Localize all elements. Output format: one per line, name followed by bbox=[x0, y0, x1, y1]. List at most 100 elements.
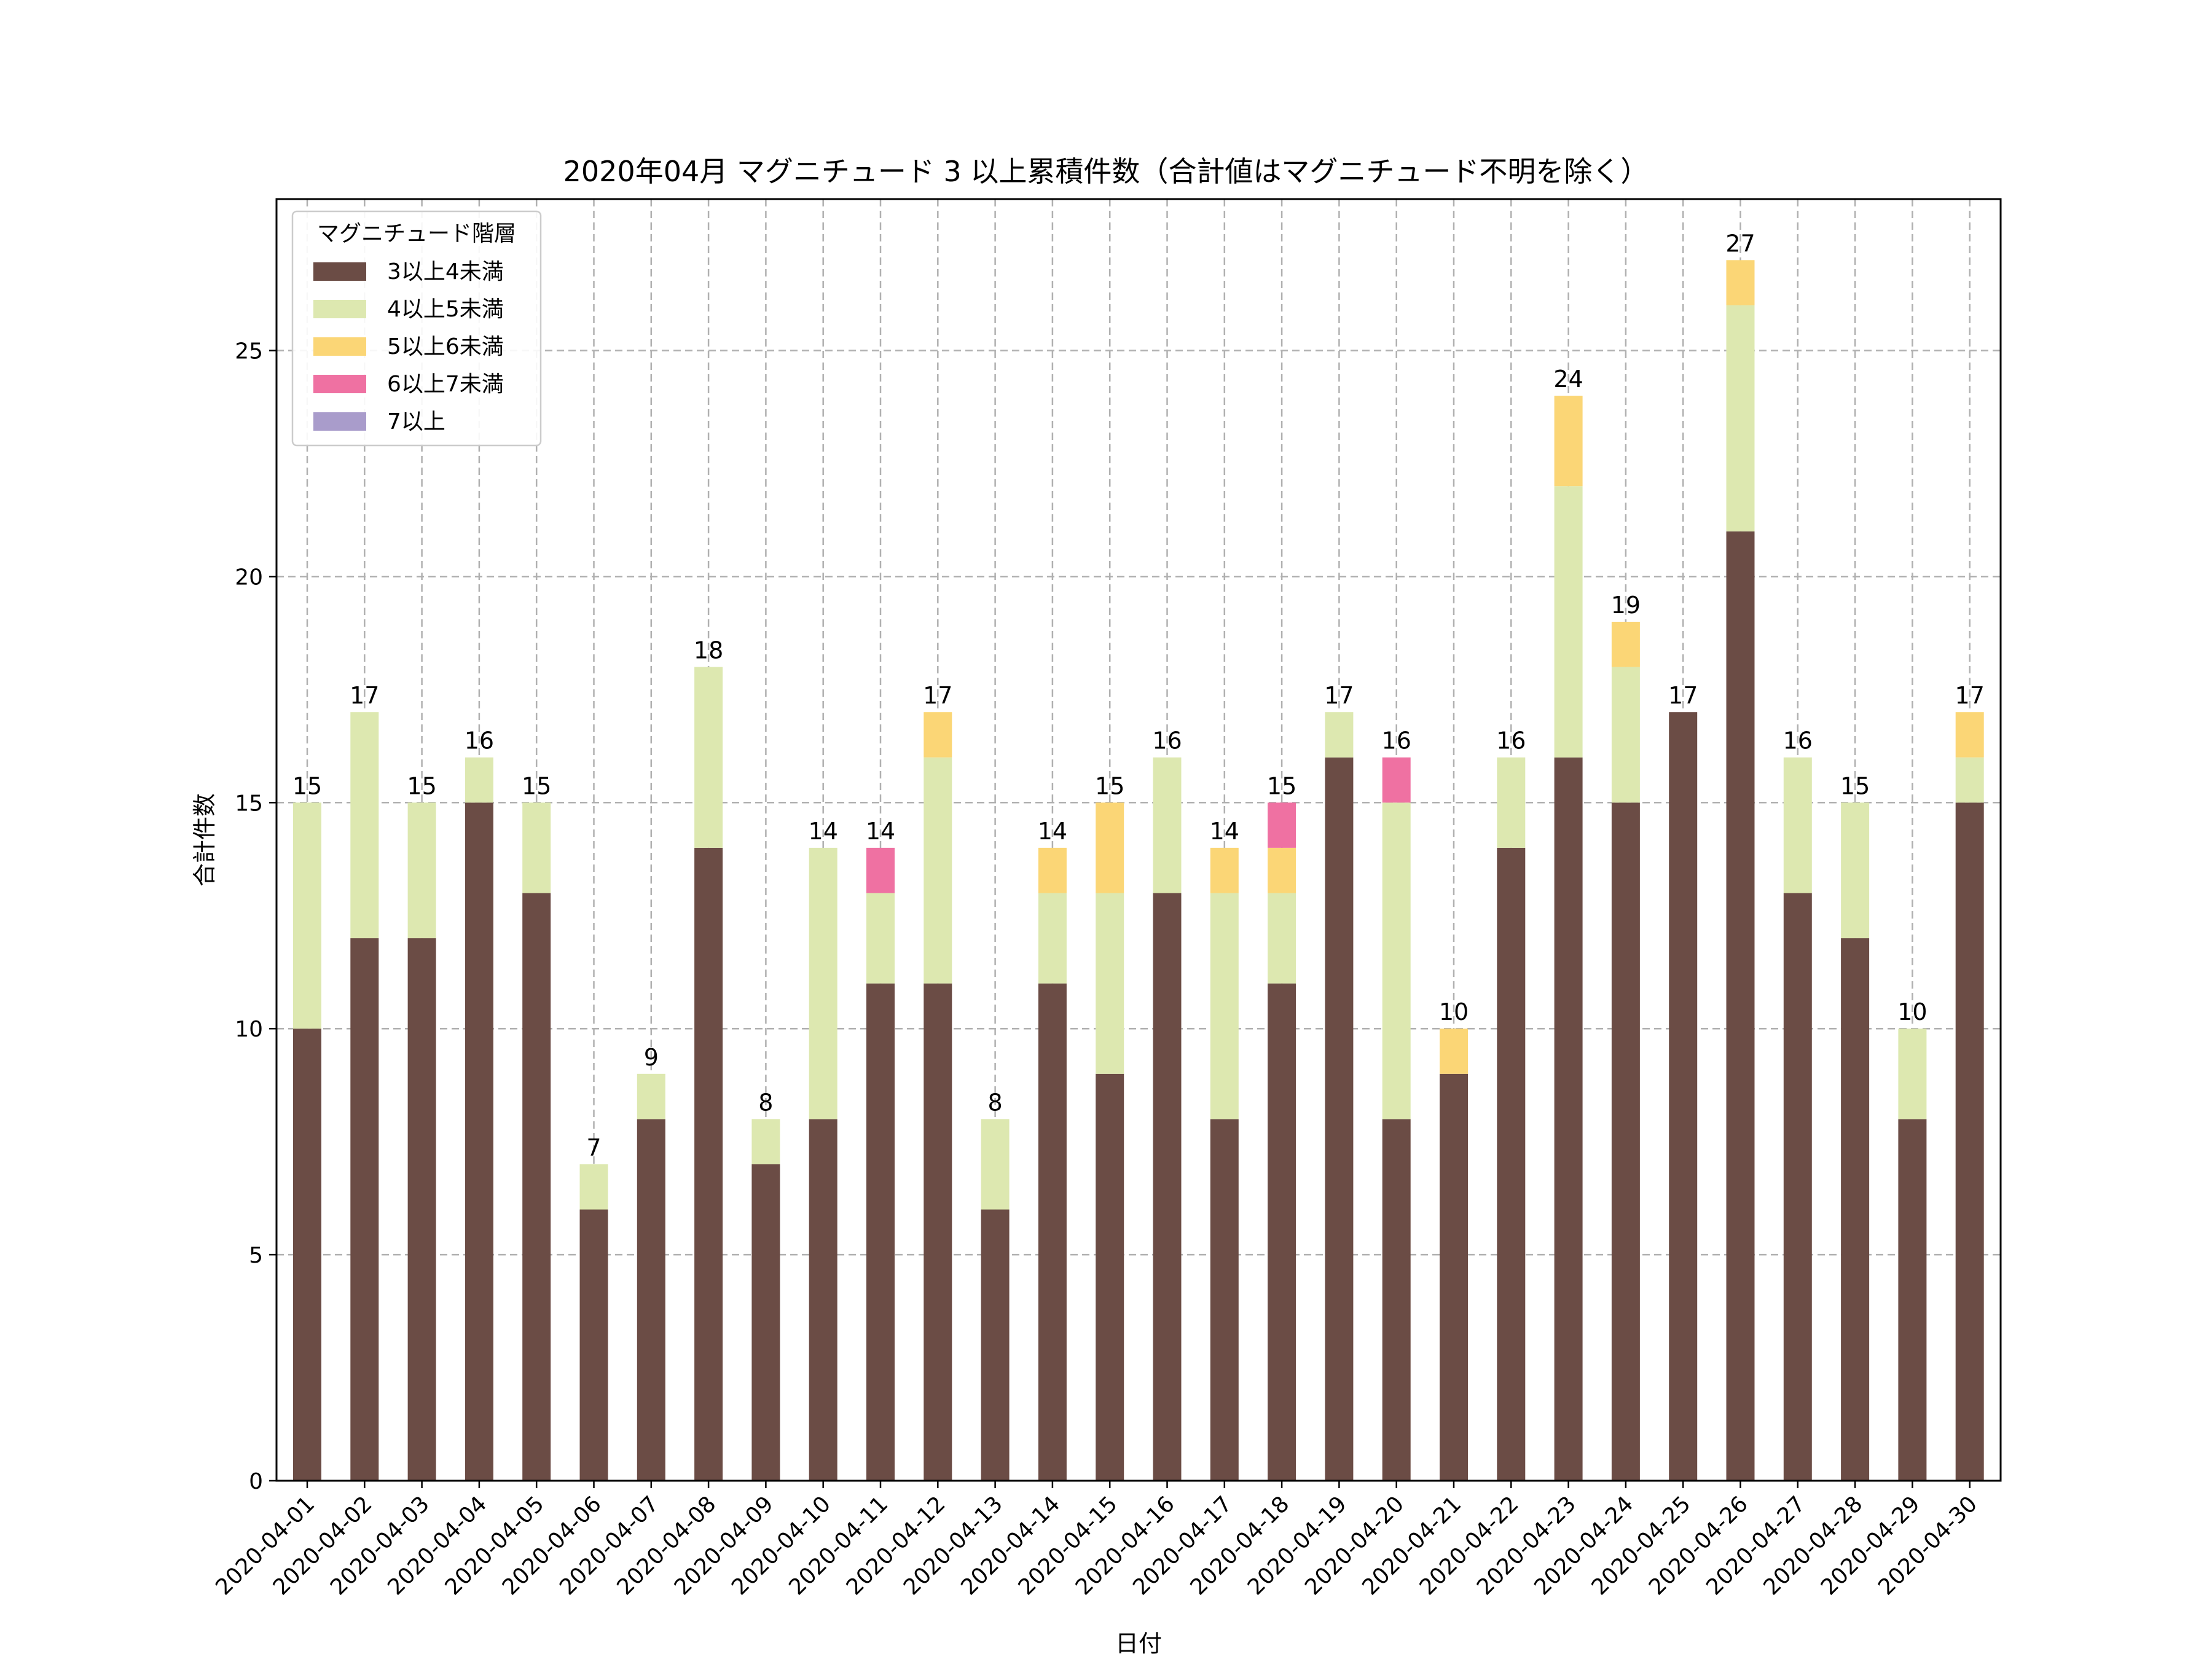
x-tick-label: 2020-04-18 bbox=[1186, 1491, 1295, 1600]
bar-total-label: 9 bbox=[644, 1044, 659, 1071]
legend-label: 7以上 bbox=[387, 409, 445, 434]
bar-segment bbox=[1210, 893, 1239, 1119]
bar-segment bbox=[522, 893, 551, 1481]
bar-segment bbox=[1382, 757, 1411, 803]
bar-segment bbox=[1554, 396, 1583, 487]
plot-frame bbox=[275, 198, 2002, 1482]
bar-total-label: 15 bbox=[1267, 772, 1296, 799]
bar-segment bbox=[522, 802, 551, 893]
x-axis-label: 日付 bbox=[1115, 1630, 1162, 1657]
y-tick-label: 15 bbox=[235, 791, 263, 816]
bar-segment bbox=[809, 847, 837, 1119]
bar-total-label: 17 bbox=[923, 682, 952, 709]
legend-swatch bbox=[313, 300, 366, 318]
bar-total-label: 17 bbox=[1668, 682, 1698, 709]
bar-segment bbox=[1382, 1119, 1411, 1481]
x-tick-label: 2020-04-22 bbox=[1415, 1491, 1524, 1600]
bar-total-label: 7 bbox=[586, 1134, 601, 1161]
legend-label: 6以上7未満 bbox=[387, 372, 504, 397]
bar-total-label: 15 bbox=[292, 772, 322, 799]
bar-total-label: 19 bbox=[1611, 592, 1641, 619]
bar-segment bbox=[1726, 260, 1755, 305]
x-tick-label: 2020-04-14 bbox=[956, 1491, 1065, 1600]
bar-segment bbox=[1153, 757, 1182, 893]
chart-title: 2020年04月 マグニチュード 3 以上累積件数（合計値はマグニチュード不明を… bbox=[563, 155, 1649, 188]
bar-total-label: 15 bbox=[1095, 772, 1124, 799]
bar-segment bbox=[694, 667, 723, 848]
x-tick-label: 2020-04-23 bbox=[1472, 1491, 1581, 1600]
bar-segment bbox=[1611, 802, 1640, 1481]
bar-segment bbox=[293, 802, 321, 1029]
x-tick-label: 2020-04-07 bbox=[555, 1491, 664, 1600]
bar-segment bbox=[1153, 893, 1182, 1481]
bar-total-label: 18 bbox=[694, 637, 723, 664]
x-tick-label: 2020-04-27 bbox=[1701, 1491, 1810, 1600]
legend-title: マグニチュード階層 bbox=[317, 221, 516, 246]
y-tick-label: 20 bbox=[235, 565, 263, 590]
x-tick-label: 2020-04-10 bbox=[727, 1491, 836, 1600]
bar-segment bbox=[981, 1119, 1010, 1210]
x-tick-label: 2020-04-06 bbox=[498, 1491, 606, 1600]
bar-segment bbox=[1096, 1073, 1124, 1481]
bar-segment bbox=[1497, 757, 1526, 848]
y-tick-label: 10 bbox=[235, 1017, 263, 1042]
x-tick-label: 2020-04-13 bbox=[899, 1491, 1008, 1600]
bar-total-label: 15 bbox=[522, 772, 551, 799]
bar-segment bbox=[1554, 757, 1583, 1481]
y-axis: 0 5 10 15 20 25 bbox=[235, 339, 276, 1494]
bar-segment bbox=[637, 1073, 665, 1119]
bar-total-label: 14 bbox=[866, 818, 895, 845]
bar-segment bbox=[1497, 847, 1526, 1481]
bar-segment bbox=[1783, 757, 1812, 893]
legend-label: 4以上5未満 bbox=[387, 297, 504, 322]
bar-segment bbox=[1268, 893, 1296, 984]
bar-total-label: 27 bbox=[1725, 230, 1755, 257]
x-tick-label: 2020-04-29 bbox=[1816, 1491, 1925, 1600]
bar-segment bbox=[1210, 847, 1239, 893]
x-tick-label: 2020-04-02 bbox=[269, 1491, 377, 1600]
bar-segment bbox=[866, 983, 895, 1481]
bar-segment bbox=[1038, 893, 1067, 984]
x-tick-label: 2020-04-09 bbox=[670, 1491, 779, 1600]
x-tick-label: 2020-04-05 bbox=[441, 1491, 549, 1600]
bars bbox=[293, 260, 1984, 1481]
bar-segment bbox=[1038, 847, 1067, 893]
x-tick-label: 2020-04-17 bbox=[1128, 1491, 1237, 1600]
bar-total-label: 10 bbox=[1439, 998, 1469, 1025]
y-axis-label: 合計件数 bbox=[191, 793, 218, 887]
x-tick-label: 2020-04-12 bbox=[842, 1491, 951, 1600]
bar-segment bbox=[637, 1119, 665, 1481]
bar-segment bbox=[1038, 983, 1067, 1481]
bar-total-label: 10 bbox=[1897, 998, 1927, 1025]
bar-segment bbox=[1268, 847, 1296, 893]
bar-segment bbox=[1210, 1119, 1239, 1481]
bar-segment bbox=[1955, 712, 1984, 758]
bar-total-label: 14 bbox=[809, 818, 838, 845]
bar-segment bbox=[1096, 802, 1124, 893]
bar-total-label: 16 bbox=[1783, 727, 1813, 755]
bar-segment bbox=[1726, 531, 1755, 1481]
bar-segment bbox=[1611, 621, 1640, 667]
bar-segment bbox=[1841, 802, 1870, 939]
bar-total-label: 14 bbox=[1038, 818, 1067, 845]
bar-segment bbox=[809, 1119, 837, 1481]
bar-segment bbox=[1268, 983, 1296, 1481]
bar-segment bbox=[1955, 757, 1984, 803]
bar-segment bbox=[350, 938, 379, 1481]
x-tick-label: 2020-04-25 bbox=[1587, 1491, 1696, 1600]
bar-segment bbox=[694, 847, 723, 1481]
bar-segment bbox=[407, 938, 436, 1481]
bar-segment bbox=[1783, 893, 1812, 1481]
bar-total-label: 15 bbox=[407, 772, 436, 799]
bar-segment bbox=[1841, 938, 1870, 1481]
bar-segment bbox=[751, 1164, 780, 1481]
bar-total-label: 17 bbox=[1955, 682, 1985, 709]
y-tick-label: 25 bbox=[235, 339, 263, 364]
legend-swatch bbox=[313, 337, 366, 356]
bar-total-label: 17 bbox=[350, 682, 379, 709]
x-tick-label: 2020-04-30 bbox=[1873, 1491, 1982, 1600]
bar-segment bbox=[1096, 893, 1124, 1074]
x-axis: 2020-04-012020-04-022020-04-032020-04-04… bbox=[211, 1481, 1982, 1600]
bar-segment bbox=[1382, 802, 1411, 1119]
